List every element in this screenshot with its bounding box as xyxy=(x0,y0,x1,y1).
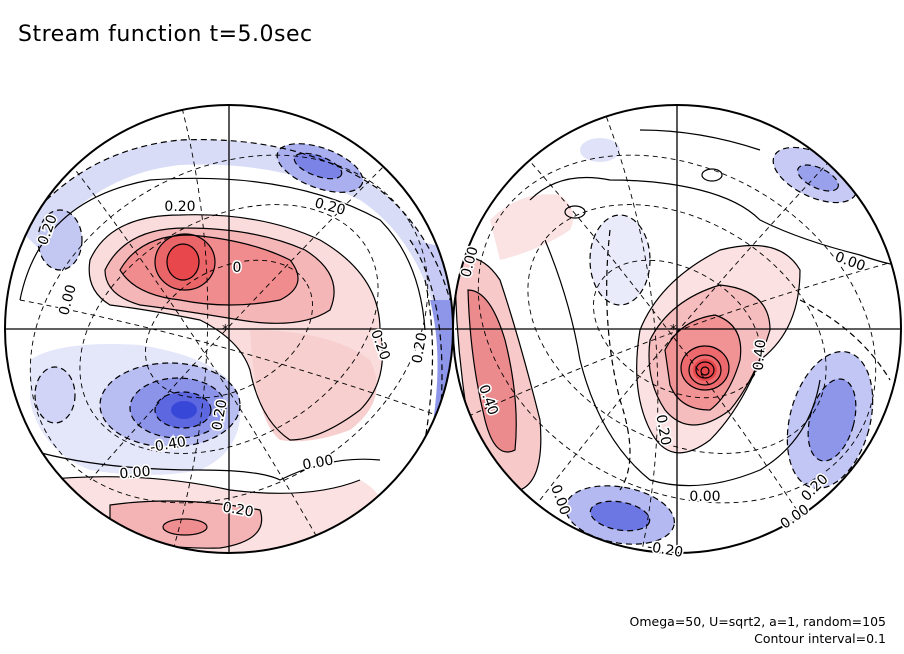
contour-label: 0.00 xyxy=(689,489,720,505)
svg-text:*: * xyxy=(670,323,677,338)
left-shading xyxy=(20,139,453,553)
footer-contour-interval: Contour interval=0.1 xyxy=(754,631,886,646)
chart-title: Stream function t=5.0sec xyxy=(18,22,313,47)
contour-label: 0.00 xyxy=(119,464,151,483)
contour-label: 0.40 xyxy=(751,339,770,371)
right-contours: * xyxy=(454,105,901,553)
left-contours: * xyxy=(5,105,453,553)
right-hemisphere: * 0.00 0.000.400.400.200.000.00 0.200.00-0… xyxy=(452,104,902,563)
footer-params: Omega=50, U=sqrt2, a=1, random=105 xyxy=(629,614,886,629)
svg-text:*: * xyxy=(222,323,229,338)
contour-label: 0 xyxy=(233,260,242,276)
contour-label: 0.20 xyxy=(164,199,195,215)
